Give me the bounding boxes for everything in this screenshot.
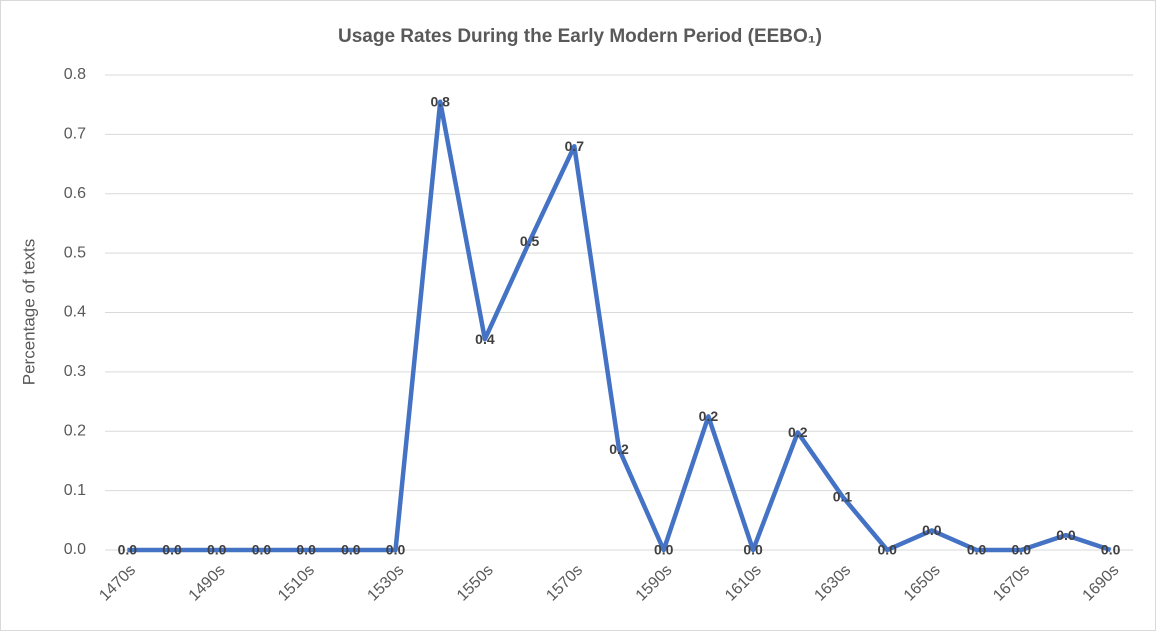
data-label: 0.2 [609, 441, 629, 457]
data-label: 0.0 [341, 542, 361, 558]
data-label: 0.0 [1101, 542, 1121, 558]
data-label: 0.0 [1056, 527, 1076, 543]
data-label: 0.5 [520, 233, 540, 249]
data-label: 0.0 [118, 542, 138, 558]
data-label: 0.2 [788, 424, 808, 440]
y-tick-label: 0.8 [64, 66, 86, 83]
data-label: 0.0 [877, 542, 897, 558]
y-tick-label: 0.0 [64, 541, 86, 558]
chart-title: Usage Rates During the Early Modern Peri… [338, 26, 822, 47]
data-label: 0.0 [252, 542, 272, 558]
data-label: 0.0 [922, 522, 942, 538]
data-label: 0.7 [565, 138, 585, 154]
y-tick-label: 0.5 [64, 244, 86, 261]
data-label: 0.0 [386, 542, 406, 558]
data-label: 0.0 [654, 542, 674, 558]
data-label: 0.0 [296, 542, 316, 558]
data-label: 0.0 [207, 542, 227, 558]
line-series [127, 99, 1112, 553]
y-tick-label: 0.4 [64, 304, 86, 321]
data-label: 0.2 [699, 408, 719, 424]
data-label: 0.0 [162, 542, 182, 558]
y-tick-label: 0.1 [64, 482, 86, 499]
y-tick-label: 0.3 [64, 363, 86, 380]
data-label: 0.1 [833, 488, 853, 504]
y-tick-label: 0.6 [64, 185, 86, 202]
y-tick-label: 0.7 [64, 126, 86, 143]
y-tick-label: 0.2 [64, 422, 86, 439]
data-label: 0.0 [967, 542, 987, 558]
data-label: 0.0 [1012, 542, 1032, 558]
data-label: 0.8 [430, 93, 450, 109]
data-label: 0.0 [743, 542, 763, 558]
y-axis-label: Percentage of texts [19, 239, 38, 385]
data-label: 0.4 [475, 331, 495, 347]
